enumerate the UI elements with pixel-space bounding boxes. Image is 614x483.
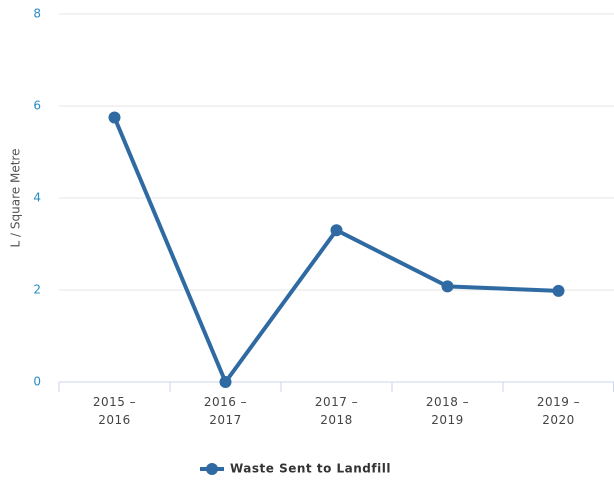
y-tick-label: 4 [33, 191, 41, 205]
y-tick-label: 2 [33, 283, 41, 297]
x-tick-label: 2019 – 2020 [536, 395, 581, 427]
series-line [112, 116, 559, 384]
y-axis-label: L / Square Metre [9, 149, 23, 248]
x-tick-label: 2017 – 2018 [314, 395, 359, 427]
x-tick-label: 2015 – 2016 [92, 395, 137, 427]
data-point [108, 111, 121, 124]
y-tick-label: 8 [33, 7, 41, 21]
x-tick-label: 2016 – 2017 [203, 395, 248, 427]
y-tick-label: 6 [33, 99, 41, 113]
x-tick-label: 2018 – 2019 [425, 395, 470, 427]
data-point [330, 224, 343, 237]
legend-symbol [206, 463, 218, 475]
data-point [441, 280, 454, 293]
data-point [552, 284, 565, 297]
data-point [219, 376, 232, 388]
legend-label[interactable]: Waste Sent to Landfill [230, 462, 391, 476]
y-tick-label: 0 [33, 375, 41, 389]
